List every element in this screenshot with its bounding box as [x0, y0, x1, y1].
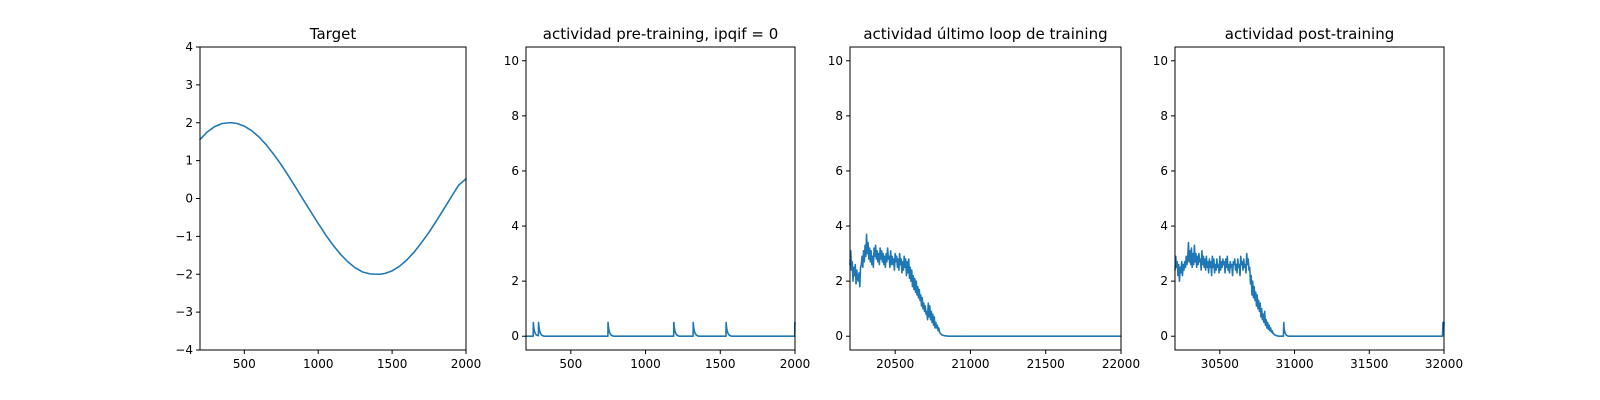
y-tick-label: 0: [185, 192, 193, 206]
y-tick-label: −1: [175, 229, 193, 243]
y-tick-label: 1: [185, 154, 193, 168]
y-tick-label: 8: [1160, 109, 1168, 123]
y-tick-label: 4: [185, 40, 193, 54]
x-tick-label: 20500: [876, 357, 914, 371]
series-line: [199, 121, 467, 276]
y-tick-label: 4: [835, 219, 843, 233]
x-tick-label: 22000: [1102, 357, 1140, 371]
x-tick-label: 1000: [303, 357, 334, 371]
y-tick-label: 6: [511, 164, 519, 178]
x-tick-label: 32000: [1425, 357, 1463, 371]
subplot-title: actividad último loop de training: [863, 25, 1107, 43]
y-tick-label: 4: [1160, 219, 1168, 233]
y-tick-label: 2: [1160, 274, 1168, 288]
subplot-target: Target 500 1000 1500 2000 −4 −3 −2 −1 0 1 2 3 4: [175, 25, 481, 371]
axes-frame: [849, 46, 1122, 351]
y-tick-label: −2: [175, 267, 193, 281]
y-tick-label: 10: [504, 54, 519, 68]
axes-frame: [199, 46, 467, 351]
x-tick-label: 1000: [630, 357, 661, 371]
x-tick-label: 21000: [951, 357, 989, 371]
x-tick-label: 31500: [1350, 357, 1388, 371]
subplot-title: actividad post-training: [1225, 25, 1394, 43]
y-tick-label: 0: [1160, 329, 1168, 343]
x-tick-label: 31000: [1275, 357, 1313, 371]
x-tick-label: 30500: [1201, 357, 1239, 371]
subplot-title: actividad pre-training, ipqif = 0: [543, 25, 779, 43]
x-tick-label: 500: [559, 357, 582, 371]
y-tick-label: 6: [1160, 164, 1168, 178]
y-tick-label: 0: [511, 329, 519, 343]
y-tick-label: 6: [835, 164, 843, 178]
y-tick-label: 2: [511, 274, 519, 288]
y-tick-label: 3: [185, 78, 193, 92]
x-tick-label: 21500: [1027, 357, 1065, 371]
x-tick-label: 1500: [377, 357, 408, 371]
x-tick-label: 500: [233, 357, 256, 371]
series-line: [1174, 241, 1445, 338]
series-line: [525, 321, 796, 338]
subplot-post-training: actividad post-training 30500 31000 31500 32…: [1153, 25, 1463, 371]
series-line: [849, 233, 1122, 338]
y-tick-label: 2: [185, 116, 193, 130]
y-tick-label: −4: [175, 343, 193, 357]
x-tick-label: 2000: [451, 357, 482, 371]
y-tick-label: 4: [511, 219, 519, 233]
axes-frame: [525, 46, 796, 351]
subplot-title: Target: [309, 25, 357, 43]
x-tick-label: 2000: [780, 357, 811, 371]
y-tick-label: 2: [835, 274, 843, 288]
y-tick-label: −3: [175, 305, 193, 319]
axes-frame: [1174, 46, 1445, 351]
y-tick-label: 10: [1153, 54, 1168, 68]
y-tick-label: 0: [835, 329, 843, 343]
x-tick-label: 1500: [705, 357, 736, 371]
y-tick-label: 8: [511, 109, 519, 123]
y-tick-label: 10: [828, 54, 843, 68]
subplot-pre-training: actividad pre-training, ipqif = 0 500 1000…: [504, 25, 811, 371]
y-tick-label: 8: [835, 109, 843, 123]
